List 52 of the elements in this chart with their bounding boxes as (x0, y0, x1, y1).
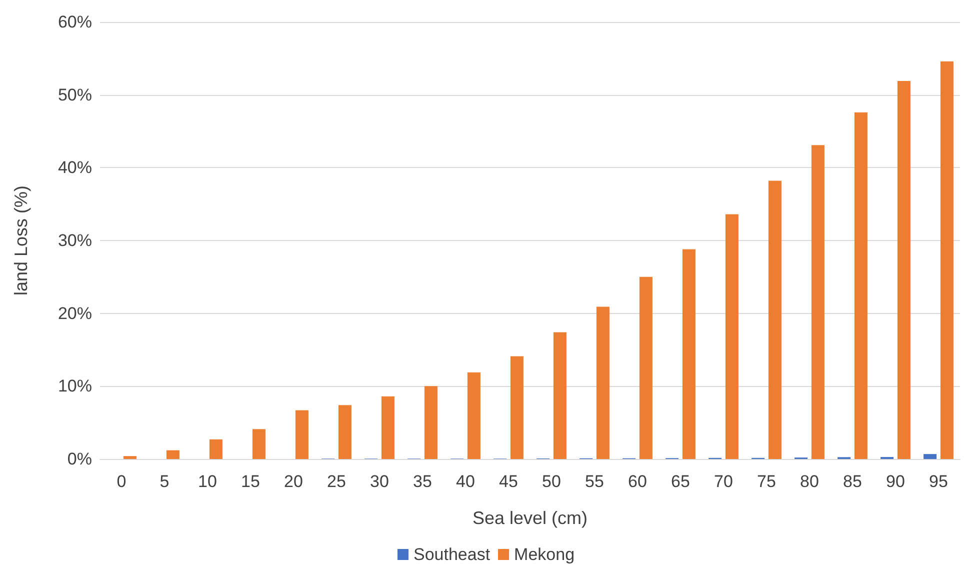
x-tick-label: 60 (628, 472, 647, 491)
bar (338, 405, 352, 459)
x-tick-label: 90 (886, 472, 905, 491)
x-tick-label: 75 (757, 472, 776, 491)
bar (897, 80, 910, 459)
y-tick-label: 30% (58, 231, 92, 250)
bar (924, 454, 937, 459)
x-tick-label: 40 (456, 472, 475, 491)
bar (553, 332, 566, 459)
x-tick-label: 65 (671, 472, 690, 491)
bar (209, 439, 222, 459)
bar (166, 450, 180, 459)
x-tick-label: 30 (370, 472, 389, 491)
y-tick-label: 50% (58, 85, 92, 104)
x-tick-label: 20 (284, 472, 303, 491)
bar (639, 276, 652, 459)
bar (510, 356, 524, 459)
bar (467, 372, 480, 459)
y-tick-label: 60% (58, 12, 92, 32)
x-tick-label: 80 (800, 472, 819, 491)
bar (725, 214, 738, 459)
x-axis-title: Sea level (cm) (472, 508, 588, 528)
x-tick-label: 70 (714, 472, 733, 491)
x-tick-label: 15 (241, 472, 260, 491)
y-axis-title: land Loss (%) (11, 185, 31, 296)
y-tick-label: 40% (58, 158, 92, 178)
bar (295, 410, 308, 459)
legend-label: Mekong (514, 545, 575, 564)
x-tick-label: 45 (499, 472, 518, 491)
x-tick-label: 25 (327, 472, 346, 491)
bar (252, 429, 266, 459)
y-tick-label: 10% (58, 376, 92, 396)
bar (940, 61, 954, 459)
bar (424, 386, 438, 459)
bar (854, 112, 868, 459)
y-tick-label: 0% (67, 450, 92, 468)
x-tick-label: 10 (198, 472, 217, 491)
x-tick-label: 5 (160, 472, 170, 491)
x-tick-label: 95 (929, 472, 948, 491)
x-tick-label: 0 (116, 472, 126, 491)
bar (123, 456, 136, 459)
x-tick-label: 85 (843, 472, 862, 491)
legend-label: Southeast (413, 545, 490, 564)
x-tick-label: 55 (585, 472, 604, 491)
bar (682, 249, 696, 459)
bar (811, 145, 824, 459)
y-tick-label: 20% (58, 304, 92, 323)
x-tick-label: 50 (542, 472, 561, 491)
x-tick-label: 35 (413, 472, 432, 491)
bar (596, 306, 610, 459)
bar (768, 180, 782, 459)
bar (381, 396, 394, 459)
